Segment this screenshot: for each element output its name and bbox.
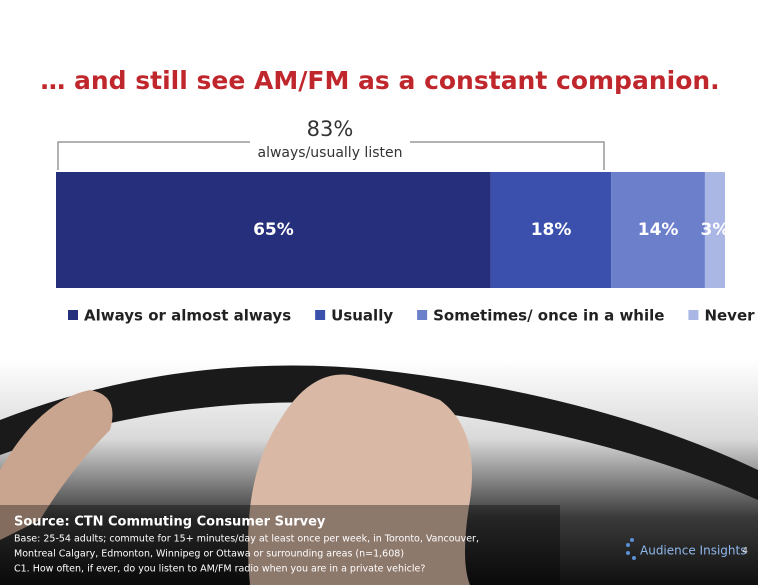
value-label: 65% (253, 220, 294, 240)
legend-label: Never (704, 307, 755, 325)
legend-swatch (417, 310, 427, 320)
footnote: Montreal Calgary, Edmonton, Winnipeg or … (14, 549, 404, 560)
footnote: C1. How often, if ever, do you listen to… (14, 564, 425, 575)
chart-title: … and still see AM/FM as a constant comp… (40, 66, 719, 95)
legend-label: Sometimes/ once in a while (433, 307, 664, 325)
value-label: 14% (638, 220, 679, 240)
legend-swatch (315, 310, 325, 320)
page-number: 4 (742, 547, 748, 557)
legend-label: Usually (331, 307, 393, 325)
annotation-value: 83% (307, 117, 354, 141)
value-label: 3% (701, 220, 730, 240)
slide: … and still see AM/FM as a constant comp… (0, 0, 758, 585)
source: Source: CTN Commuting Consumer Survey (14, 515, 326, 530)
legend-swatch (688, 310, 698, 320)
legend-swatch (68, 310, 78, 320)
logo: Audience Insights (640, 544, 746, 558)
value-label: 18% (531, 220, 572, 240)
footnote: Base: 25-54 adults; commute for 15+ minu… (14, 534, 479, 545)
annotation-label: always/usually listen (258, 145, 403, 161)
legend-label: Always or almost always (84, 307, 291, 325)
